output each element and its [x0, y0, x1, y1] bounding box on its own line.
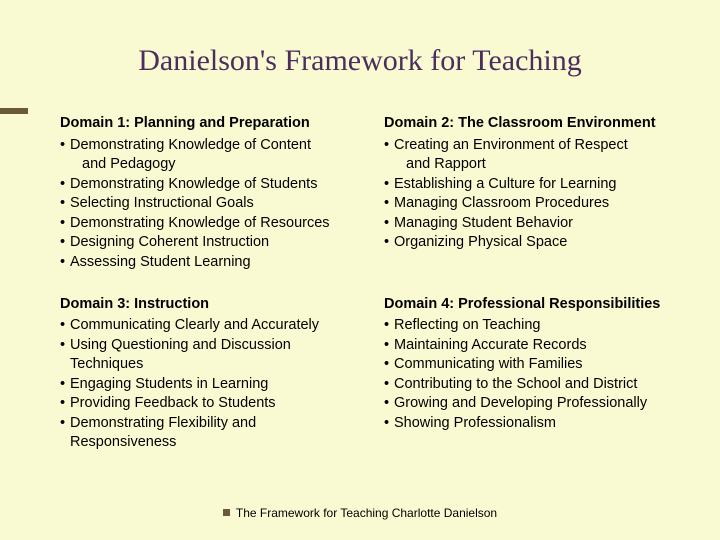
domains-grid: Domain 1: Planning and Preparation Demon… — [0, 114, 720, 453]
footer: The Framework for Teaching Charlotte Dan… — [0, 506, 720, 520]
list-item: Growing and Developing Professionally — [384, 394, 690, 414]
domain-1-list: Demonstrating Knowledge of Contentand Pe… — [60, 136, 366, 273]
list-item: Communicating Clearly and Accurately — [60, 316, 366, 336]
list-item: Demonstrating Knowledge of Resources — [60, 214, 366, 234]
domain-4-heading: Domain 4: Professional Responsibilities — [384, 295, 690, 315]
domain-1-heading: Domain 1: Planning and Preparation — [60, 114, 366, 134]
domain-1: Domain 1: Planning and Preparation Demon… — [60, 114, 366, 273]
list-item: and Rapport — [384, 155, 690, 175]
domain-4: Domain 4: Professional Responsibilities … — [384, 295, 690, 454]
slide-title: Danielson's Framework for Teaching — [0, 0, 720, 96]
footer-text: The Framework for Teaching Charlotte Dan… — [236, 506, 497, 520]
domain-4-list: Reflecting on TeachingMaintaining Accura… — [384, 316, 690, 433]
list-item: Designing Coherent Instruction — [60, 233, 366, 253]
list-item: Communicating with Families — [384, 355, 690, 375]
list-item: Reflecting on Teaching — [384, 316, 690, 336]
list-item: Organizing Physical Space — [384, 233, 690, 253]
list-item: and Pedagogy — [60, 155, 366, 175]
list-item: Demonstrating Flexibility and Responsive… — [60, 414, 366, 453]
list-item: Demonstrating Knowledge of Content — [60, 136, 366, 156]
list-item: Showing Professionalism — [384, 414, 690, 434]
list-item: Selecting Instructional Goals — [60, 194, 366, 214]
list-item: Engaging Students in Learning — [60, 375, 366, 395]
list-item: Using Questioning and Discussion Techniq… — [60, 336, 366, 375]
list-item: Assessing Student Learning — [60, 253, 366, 273]
domain-3-heading: Domain 3: Instruction — [60, 295, 366, 315]
list-item: Managing Classroom Procedures — [384, 194, 690, 214]
domain-2-heading: Domain 2: The Classroom Environment — [384, 114, 690, 134]
list-item: Contributing to the School and District — [384, 375, 690, 395]
domain-3-list: Communicating Clearly and AccuratelyUsin… — [60, 316, 366, 453]
list-item: Demonstrating Knowledge of Students — [60, 175, 366, 195]
domain-2: Domain 2: The Classroom Environment Crea… — [384, 114, 690, 273]
list-item: Creating an Environment of Respect — [384, 136, 690, 156]
list-item: Managing Student Behavior — [384, 214, 690, 234]
accent-bar — [0, 108, 28, 114]
list-item: Establishing a Culture for Learning — [384, 175, 690, 195]
list-item: Maintaining Accurate Records — [384, 336, 690, 356]
domain-3: Domain 3: Instruction Communicating Clea… — [60, 295, 366, 454]
footer-square-icon — [223, 509, 230, 516]
domain-2-list: Creating an Environment of Respectand Ra… — [384, 136, 690, 253]
list-item: Providing Feedback to Students — [60, 394, 366, 414]
